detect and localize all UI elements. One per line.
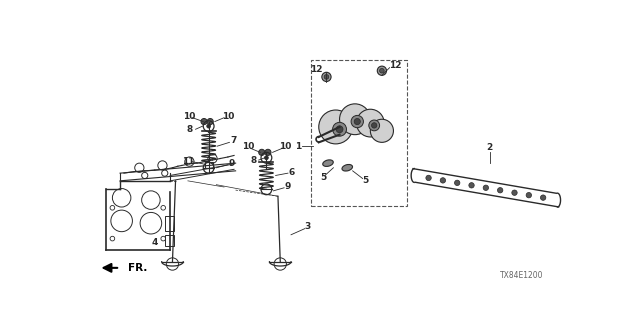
Circle shape: [324, 75, 329, 79]
Text: 8: 8: [250, 156, 257, 164]
Bar: [205, 162, 212, 168]
Circle shape: [454, 180, 460, 186]
Text: 4: 4: [152, 238, 158, 247]
Circle shape: [264, 156, 268, 160]
Text: 5: 5: [363, 176, 369, 185]
Text: 9: 9: [285, 182, 291, 191]
Circle shape: [526, 192, 531, 198]
Circle shape: [497, 188, 503, 193]
Circle shape: [351, 116, 364, 128]
Circle shape: [378, 66, 387, 76]
Circle shape: [333, 122, 346, 136]
Circle shape: [319, 110, 353, 144]
Circle shape: [340, 104, 371, 135]
Bar: [164, 215, 174, 231]
Text: 12: 12: [390, 61, 402, 70]
Circle shape: [512, 190, 517, 196]
Circle shape: [356, 109, 384, 137]
Text: 3: 3: [305, 222, 311, 231]
Circle shape: [426, 175, 431, 180]
Text: 7: 7: [230, 136, 236, 145]
Circle shape: [201, 118, 207, 124]
Text: 6: 6: [289, 168, 295, 177]
Circle shape: [265, 149, 271, 156]
Circle shape: [540, 195, 546, 200]
Text: 8: 8: [186, 125, 193, 134]
Text: 2: 2: [486, 143, 493, 152]
Text: 9: 9: [228, 159, 235, 168]
Circle shape: [322, 72, 331, 82]
Text: 10: 10: [280, 142, 292, 151]
Circle shape: [483, 185, 488, 190]
Circle shape: [380, 68, 384, 73]
Circle shape: [371, 123, 377, 128]
Text: 11: 11: [182, 157, 194, 166]
Text: 1: 1: [295, 142, 301, 151]
Text: 5: 5: [320, 173, 326, 182]
Text: FR.: FR.: [128, 263, 147, 273]
Circle shape: [371, 119, 394, 142]
Ellipse shape: [323, 160, 333, 166]
Text: 12: 12: [310, 65, 323, 74]
Bar: [164, 235, 174, 246]
Text: 10: 10: [242, 142, 254, 151]
Text: 10: 10: [183, 112, 196, 121]
Text: TX84E1200: TX84E1200: [500, 271, 543, 280]
Circle shape: [259, 149, 265, 156]
Ellipse shape: [342, 164, 353, 171]
Circle shape: [336, 126, 343, 133]
Circle shape: [369, 120, 380, 131]
Text: 10: 10: [223, 112, 235, 121]
Circle shape: [354, 118, 360, 124]
Circle shape: [440, 178, 445, 183]
Circle shape: [207, 118, 213, 124]
Circle shape: [207, 124, 211, 128]
Circle shape: [469, 183, 474, 188]
Bar: [311, 60, 406, 206]
